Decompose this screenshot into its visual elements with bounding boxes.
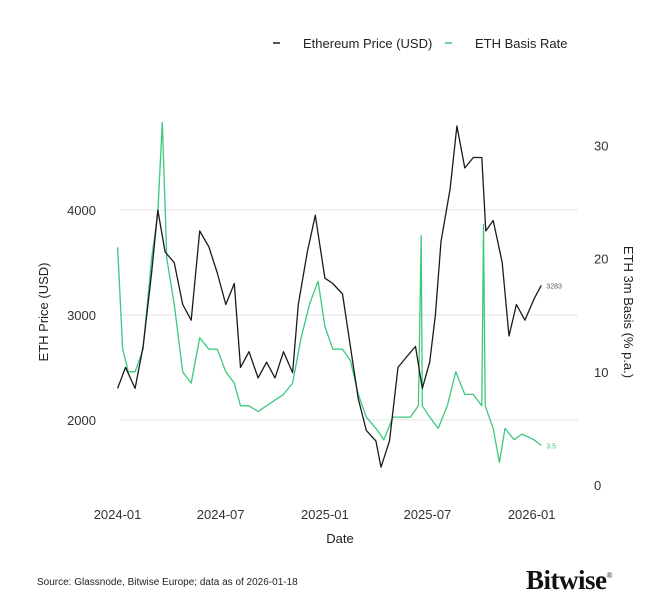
y-right-tick: 20: [594, 252, 608, 267]
end-label: 3283: [546, 283, 562, 290]
x-axis-label: Date: [326, 531, 353, 546]
legend-label: ETH Basis Rate: [475, 36, 567, 51]
x-tick: 2025-07: [404, 507, 452, 522]
end-label: 3.5: [546, 443, 556, 450]
source-note: Source: Glassnode, Bitwise Europe; data …: [37, 577, 298, 588]
bitwise-logo: Bitwise®: [526, 565, 613, 595]
series-line: [116, 122, 542, 464]
x-tick: 2026-01: [508, 507, 556, 522]
x-tick: 2025-01: [301, 507, 349, 522]
y-left-tick: 3000: [67, 308, 96, 323]
legend-label: Ethereum Price (USD): [303, 36, 432, 51]
y-left-tick: 2000: [67, 413, 96, 428]
x-tick: 2024-07: [197, 507, 245, 522]
series-line: [116, 125, 542, 468]
y-left-tick: 4000: [67, 203, 96, 218]
y-left-axis-label: ETH Price (USD): [36, 263, 51, 362]
y-right-tick: 0: [594, 478, 601, 493]
y-right-tick: 30: [594, 138, 608, 153]
y-right-axis-label: ETH 3m Basis (% p.a.): [621, 246, 636, 378]
y-right-tick: 10: [594, 365, 608, 380]
x-tick: 2024-01: [94, 507, 142, 522]
